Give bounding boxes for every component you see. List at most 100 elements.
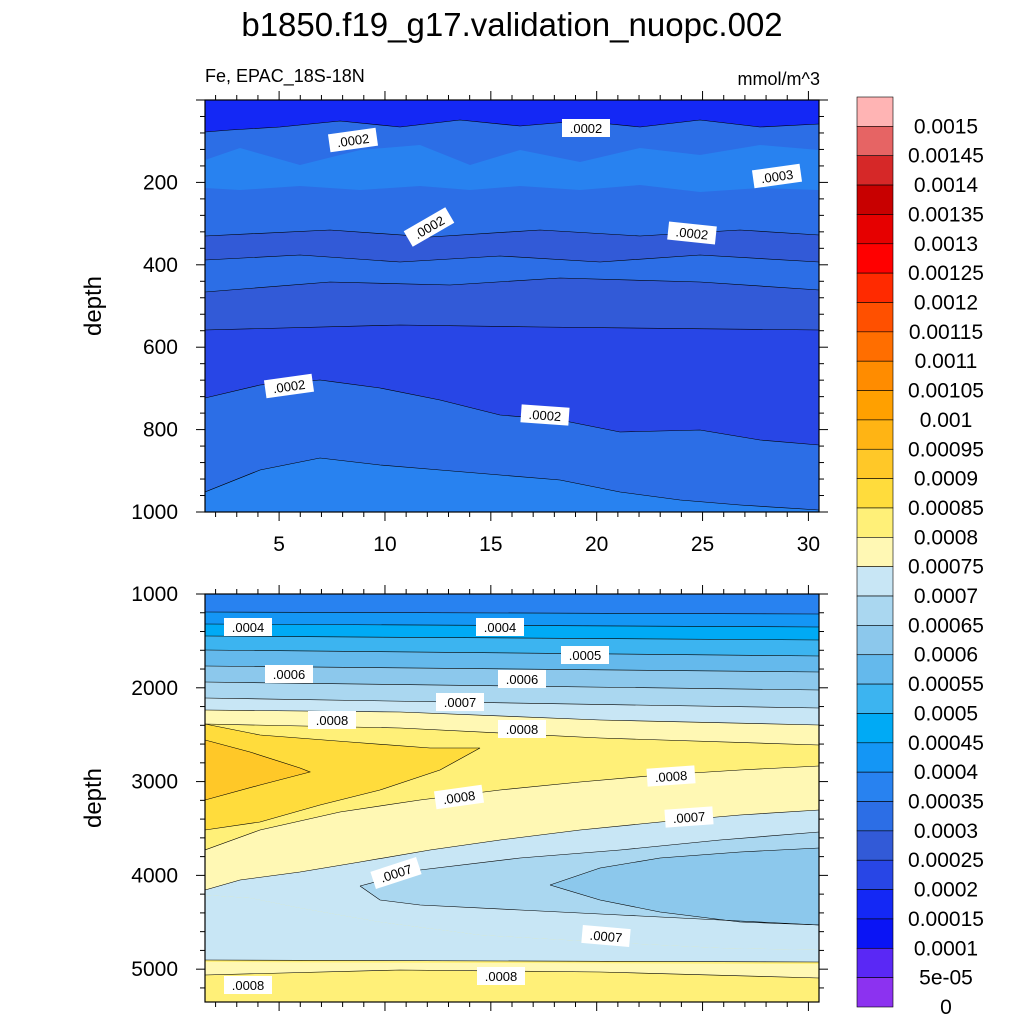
bottom-contour-label-text: .0008 (485, 969, 518, 984)
colorbar-swatch (856, 243, 894, 274)
top-contour-label: .0002 (667, 221, 717, 245)
colorbar-swatch (856, 830, 894, 861)
bottom-contour-label-text: .0008 (442, 788, 476, 807)
bottom-contour-line (205, 611, 819, 615)
bottom-contour-line (205, 709, 819, 726)
bottom-contour-label-text: .0007 (589, 928, 623, 946)
colorbar-swatch (856, 155, 894, 186)
colorbar-label: 0.001 (920, 409, 973, 432)
bottom-contour-label: .0008 (308, 711, 356, 729)
bottom-fill-16 (550, 848, 819, 925)
colorbar-swatch (856, 214, 894, 245)
bottom-contour-line (205, 649, 819, 657)
colorbar-swatch (856, 507, 894, 538)
top-contour-label-box (403, 207, 455, 247)
bottom-contour-fills (205, 594, 819, 1002)
bottom-contour-label: .0005 (561, 646, 609, 664)
colorbar-swatch (856, 654, 894, 685)
colorbar-label: 0.0011 (915, 350, 978, 373)
colorbar-swatch (856, 478, 894, 509)
bottom-contour-label: .0008 (477, 967, 525, 985)
colorbar: 0.0015 0.00145 0.0014 0.00135 0.0013 0.00125 0… (856, 96, 984, 1019)
top-contour-label-box (562, 119, 610, 137)
colorbar-label: 0.00075 (908, 556, 984, 579)
top-contour-label-text: .0002 (336, 131, 370, 150)
colorbar-label: 0.00045 (908, 732, 984, 755)
bottom-y-tick-label: 2000 (131, 677, 178, 700)
top-contour-label-text: .0002 (272, 377, 306, 396)
bottom-contour-label-box (561, 646, 609, 664)
bottom-fill-5 (205, 650, 819, 672)
top-contour-label-box (520, 404, 570, 426)
top-contour-label-box (263, 373, 315, 399)
bottom-contour-line (549, 847, 819, 926)
top-y-tick-label: 200 (143, 171, 178, 194)
top-contour-labels: .0002 .0002 .0003 .0002 .0002 .0002 (263, 119, 803, 426)
bottom-fill-8 (205, 698, 819, 725)
top-contour-fills (205, 100, 819, 512)
colorbar-label: 5e-05 (919, 967, 973, 990)
colorbar-swatch (856, 184, 894, 215)
bottom-contour-label-text: .0008 (654, 768, 688, 785)
bottom-fill-4 (205, 636, 819, 656)
colorbar-swatch (856, 889, 894, 920)
top-x-tick-label: 25 (691, 533, 714, 556)
top-axis-ticks: 5 10 15 20 25 30 200 400 600 800 1000 (131, 91, 828, 556)
bottom-y-tick-label: 4000 (131, 864, 178, 887)
colorbar-label: 0.00085 (908, 497, 984, 520)
top-contour-label: .0002 (562, 119, 610, 137)
bottom-contour-label: .0007 (581, 924, 631, 948)
bottom-contour-label-text: .0007 (672, 809, 706, 826)
colorbar-label: 0.0015 (914, 115, 978, 138)
colorbar-swatch (856, 302, 894, 333)
bottom-y-tick-label: 5000 (131, 958, 178, 981)
colorbar-label: 0.00025 (908, 849, 984, 872)
top-contour-label-text: .0002 (675, 224, 709, 242)
top-contour-line (205, 324, 819, 331)
bottom-contour-line (205, 765, 819, 851)
bottom-contour-label-box (646, 765, 696, 787)
bottom-contour-label-box (308, 711, 356, 729)
bottom-contour-label-text: .0005 (569, 648, 602, 663)
bottom-contour-label: .0007 (436, 693, 484, 711)
colorbar-swatch (856, 947, 894, 978)
colorbar-label: 0.00095 (908, 438, 984, 461)
top-contour-lines (205, 119, 819, 511)
top-contour-line (205, 229, 819, 238)
top-x-tick-label: 10 (373, 533, 396, 556)
bottom-contour-label: .0004 (476, 618, 524, 636)
bottom-contour-label-text: .0008 (316, 713, 349, 728)
colorbar-label: 0.00135 (908, 203, 984, 226)
bottom-contour-label-box (370, 857, 422, 889)
colorbar-swatch (856, 331, 894, 362)
top-contour-label: .0003 (751, 163, 803, 189)
colorbar-label: 0.0009 (914, 468, 978, 491)
bottom-contour-label-box (498, 670, 546, 688)
top-y-tick-label: 1000 (131, 501, 178, 524)
bottom-contour-label: .0008 (224, 976, 272, 994)
bottom-contour-label-box (581, 924, 631, 948)
bottom-contour-label-box (433, 784, 485, 810)
bottom-contour-label-box (476, 618, 524, 636)
top-y-tick-label: 800 (143, 419, 178, 442)
top-contour-line (205, 119, 819, 133)
bottom-contour-label-box (498, 720, 546, 738)
colorbar-swatch (856, 742, 894, 773)
colorbar-swatch (856, 390, 894, 421)
colorbar-swatch (856, 126, 894, 157)
top-x-tick-label: 30 (797, 533, 820, 556)
top-fill-deep-core (205, 325, 819, 445)
units-label: mmol/m^3 (738, 69, 820, 89)
top-contour-line (205, 254, 819, 263)
chart-title: b1850.f19_g17.validation_nuopc.002 (241, 6, 782, 43)
colorbar-label: 0.0013 (914, 233, 978, 256)
bottom-contour-label-box (436, 693, 484, 711)
colorbar-label: 0.00115 (909, 321, 983, 344)
colorbar-swatch (856, 566, 894, 597)
top-contour-line (205, 457, 819, 511)
colorbar-label: 0.00125 (908, 262, 984, 285)
bottom-fill-1 (205, 594, 819, 614)
colorbar-label: 0.0006 (914, 644, 978, 667)
bottom-contour-label: .0006 (498, 670, 546, 688)
